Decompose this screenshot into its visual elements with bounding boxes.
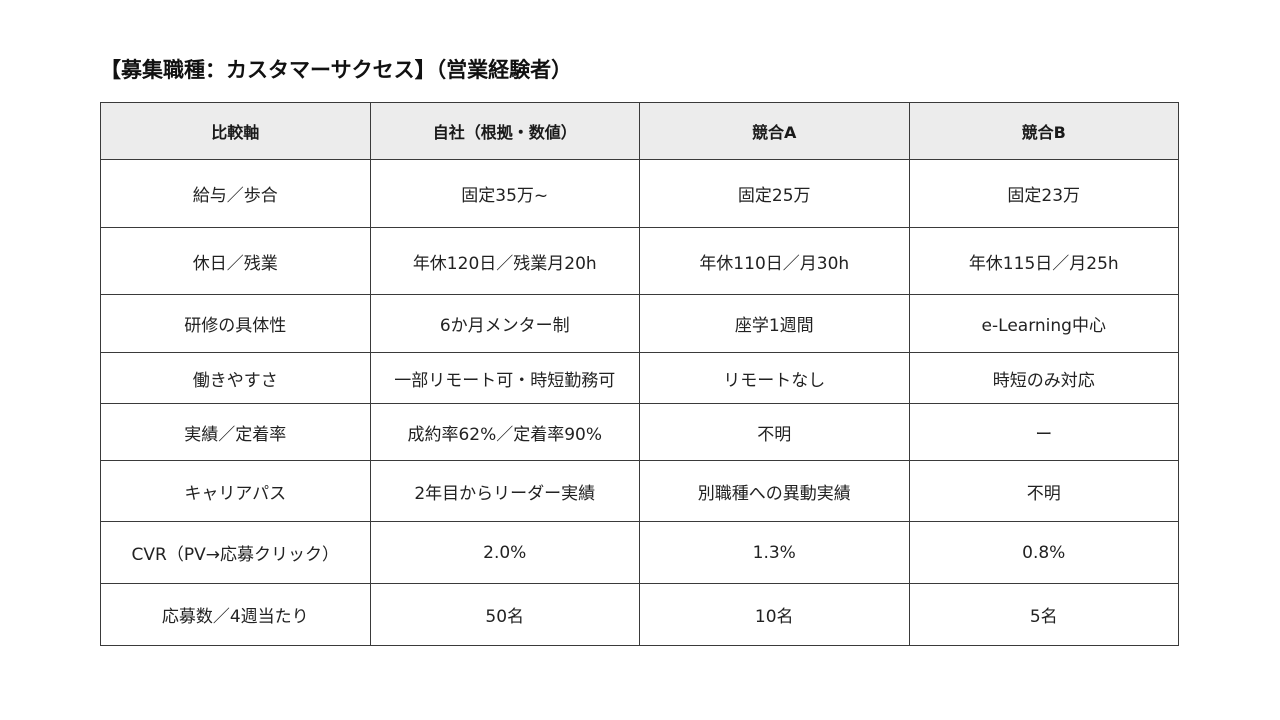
cell-competitor-b: 時短のみ対応 [908,352,1179,404]
cell-own: 6か月メンター制 [369,294,640,353]
row-label: 実績／定着率 [100,403,371,461]
page-title: 【募集職種：カスタマーサクセス】（営業経験者） [100,58,573,82]
cell-competitor-a: 不明 [639,403,910,461]
row-label: 給与／歩合 [100,159,371,228]
cell-own: 2.0% [369,521,640,584]
cell-competitor-b: 固定23万 [908,159,1179,228]
cell-own: 成約率62%／定着率90% [369,403,640,461]
row-label: CVR（PV→応募クリック） [100,521,371,584]
table-row: CVR（PV→応募クリック） 2.0% 1.3% 0.8% [100,521,1179,584]
cell-own: 一部リモート可・時短勤務可 [369,352,640,404]
row-label: 研修の具体性 [100,294,371,353]
table-row: 応募数／4週当たり 50名 10名 5名 [100,583,1179,646]
header-competitor-b: 競合B [908,102,1179,160]
cell-competitor-b: ー [908,403,1179,461]
table-row: 研修の具体性 6か月メンター制 座学1週間 e-Learning中心 [100,294,1179,353]
header-own-company: 自社（根拠・数値） [369,102,640,160]
header-comparison-axis: 比較軸 [100,102,371,160]
table-row: 給与／歩合 固定35万~ 固定25万 固定23万 [100,159,1179,228]
cell-own: 固定35万~ [369,159,640,228]
cell-own: 年休120日／残業月20h [369,227,640,295]
table-header-row: 比較軸 自社（根拠・数値） 競合A 競合B [100,102,1179,160]
header-competitor-a: 競合A [639,102,910,160]
row-label: 働きやすさ [100,352,371,404]
cell-competitor-b: 5名 [908,583,1179,646]
table-row: キャリアパス 2年目からリーダー実績 別職種への異動実績 不明 [100,460,1179,522]
cell-competitor-a: リモートなし [639,352,910,404]
cell-competitor-b: e-Learning中心 [908,294,1179,353]
row-label: 休日／残業 [100,227,371,295]
row-label: 応募数／4週当たり [100,583,371,646]
cell-competitor-a: 固定25万 [639,159,910,228]
table-row: 実績／定着率 成約率62%／定着率90% 不明 ー [100,403,1179,461]
cell-competitor-b: 不明 [908,460,1179,522]
table-row: 働きやすさ 一部リモート可・時短勤務可 リモートなし 時短のみ対応 [100,352,1179,404]
cell-competitor-a: 年休110日／月30h [639,227,910,295]
comparison-table: 比較軸 自社（根拠・数値） 競合A 競合B 給与／歩合 固定35万~ 固定25万… [100,102,1179,646]
cell-competitor-b: 年休115日／月25h [908,227,1179,295]
cell-competitor-a: 1.3% [639,521,910,584]
table-row: 休日／残業 年休120日／残業月20h 年休110日／月30h 年休115日／月… [100,227,1179,295]
cell-competitor-a: 座学1週間 [639,294,910,353]
cell-competitor-b: 0.8% [908,521,1179,584]
row-label: キャリアパス [100,460,371,522]
cell-own: 2年目からリーダー実績 [369,460,640,522]
cell-competitor-a: 10名 [639,583,910,646]
cell-competitor-a: 別職種への異動実績 [639,460,910,522]
cell-own: 50名 [369,583,640,646]
